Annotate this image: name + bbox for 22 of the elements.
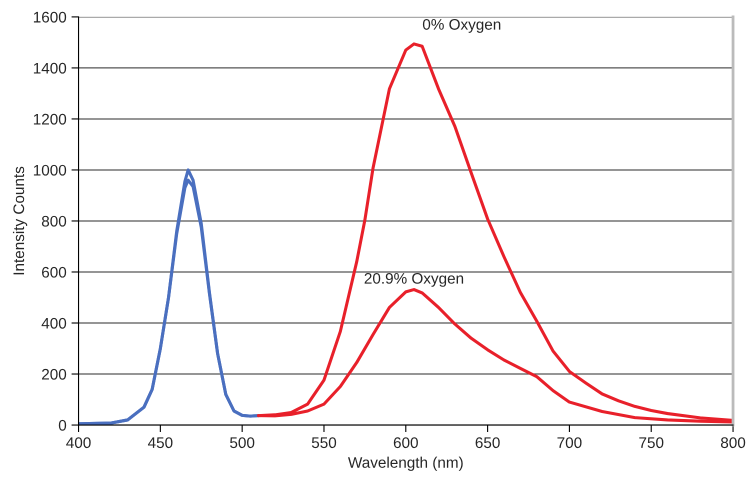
series-label: 20.9% Oxygen [364,272,464,287]
x-axis-title: Wavelength (nm) [348,456,463,471]
x-tick-label: 750 [639,437,664,448]
y-tick-label: 800 [42,216,66,227]
y-tick-label: 1600 [34,12,66,23]
series-label: 0% Oxygen [422,18,500,33]
x-tick-label: 450 [148,437,172,448]
y-tick-label: 1200 [34,114,66,125]
x-tick-label: 500 [230,437,254,448]
y-tick-label: 1400 [34,62,66,74]
y-tick-label: 200 [42,368,66,380]
y-axis-title: Intensity Counts [12,166,28,274]
y-tick-label: 1000 [34,164,66,176]
x-tick-label: 700 [557,437,582,448]
x-tick-label: 400 [66,437,91,448]
x-tick-label: 650 [476,437,500,448]
y-tick-label: 600 [42,266,66,278]
x-tick-label: 800 [720,437,746,448]
x-tick-label: 600 [394,437,418,448]
y-tick-label: 400 [42,318,66,329]
x-tick-label: 550 [312,437,336,448]
y-tick-label: 0 [58,420,66,431]
